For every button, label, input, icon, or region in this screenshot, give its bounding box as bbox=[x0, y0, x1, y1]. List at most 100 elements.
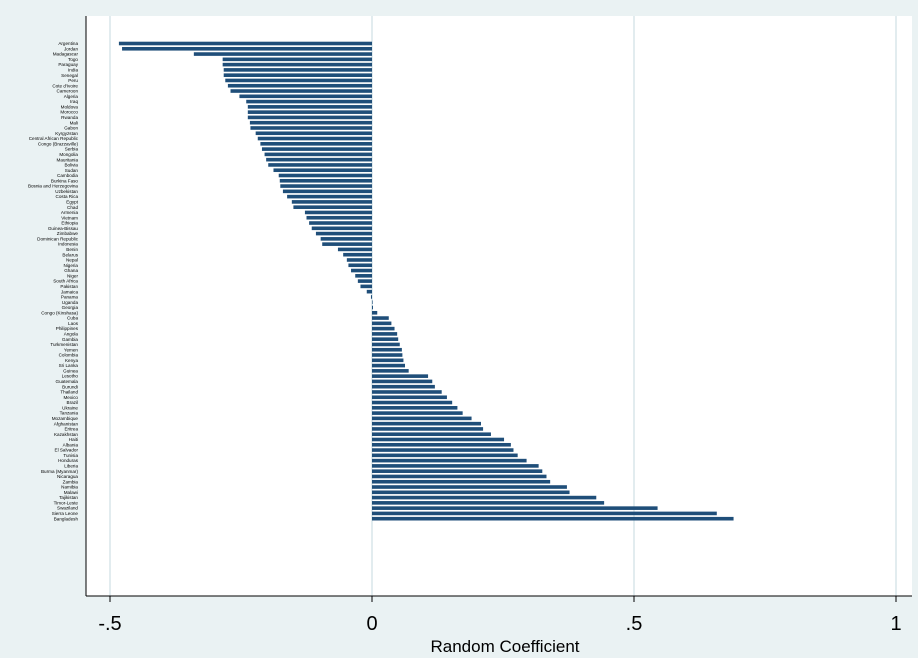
bar bbox=[246, 99, 372, 104]
category-label: Morocco bbox=[60, 110, 78, 115]
bar bbox=[266, 157, 372, 162]
category-label: Peru bbox=[68, 78, 78, 83]
category-label: Sierra Leone bbox=[52, 511, 79, 516]
category-label: Gabon bbox=[64, 126, 78, 131]
bar bbox=[261, 147, 372, 151]
bar bbox=[360, 284, 372, 289]
x-tick-label: -.5 bbox=[98, 613, 121, 635]
bar bbox=[372, 421, 481, 426]
bar bbox=[372, 400, 453, 405]
category-label: Tunisia bbox=[63, 453, 78, 458]
bar bbox=[372, 326, 395, 331]
bar bbox=[287, 194, 372, 199]
bar bbox=[337, 247, 372, 252]
bar bbox=[372, 395, 447, 400]
bar bbox=[348, 263, 372, 268]
bar bbox=[372, 479, 551, 484]
bar bbox=[372, 474, 547, 479]
category-label: Central African Republic bbox=[29, 136, 79, 141]
bar bbox=[309, 221, 372, 225]
bar bbox=[372, 458, 527, 463]
bar bbox=[372, 305, 373, 310]
category-label: Lesotho bbox=[62, 374, 79, 379]
category-label: Jordan bbox=[64, 46, 78, 51]
category-label: Ethiopia bbox=[61, 221, 78, 226]
bar bbox=[225, 78, 372, 83]
bar bbox=[291, 200, 372, 204]
bar bbox=[372, 353, 403, 357]
bar bbox=[223, 68, 372, 72]
bar bbox=[260, 142, 372, 146]
category-label: Togo bbox=[68, 57, 78, 62]
category-label: Kyrgyzstan bbox=[55, 131, 78, 136]
category-label: Sudan bbox=[65, 168, 79, 173]
x-tick-label: 0 bbox=[366, 613, 377, 635]
bar bbox=[351, 268, 372, 273]
bar bbox=[372, 358, 404, 363]
category-label: Timor-Leste bbox=[54, 500, 79, 505]
bar bbox=[372, 516, 734, 521]
bar bbox=[320, 237, 372, 241]
category-label: Nigeria bbox=[63, 263, 78, 268]
category-label: Liberia bbox=[64, 464, 78, 469]
category-label: Cote d'Ivoire bbox=[52, 83, 78, 88]
bar bbox=[372, 342, 400, 347]
bar bbox=[355, 274, 372, 278]
category-label: Tanzania bbox=[60, 411, 79, 416]
bar bbox=[282, 189, 372, 194]
category-label: Gambia bbox=[62, 337, 79, 342]
bar bbox=[372, 300, 373, 305]
bar bbox=[257, 136, 372, 141]
category-label: Argentina bbox=[58, 41, 78, 46]
category-label: Mozambique bbox=[52, 416, 79, 421]
category-label: Mongolia bbox=[59, 152, 78, 157]
category-label: Mauritania bbox=[57, 157, 79, 162]
category-label: Honduras bbox=[58, 458, 79, 463]
category-label: Haiti bbox=[69, 437, 78, 442]
bar bbox=[249, 120, 372, 125]
category-label: Burma (Myanmar) bbox=[41, 469, 78, 474]
bar bbox=[311, 226, 372, 231]
category-label: Belarus bbox=[62, 252, 78, 257]
category-label: Serbia bbox=[65, 147, 79, 152]
category-label: Eritrea bbox=[64, 427, 78, 432]
category-label: Armenia bbox=[61, 210, 79, 215]
category-label: Congo (Brazzaville) bbox=[38, 141, 79, 146]
bar bbox=[268, 163, 372, 167]
category-label: Kazakhstan bbox=[54, 432, 78, 437]
category-label: Guatemala bbox=[56, 379, 79, 384]
category-label: Guinea-Bissau bbox=[48, 226, 79, 231]
category-label: Mexico bbox=[63, 395, 78, 400]
bar bbox=[122, 46, 372, 51]
category-label: Thailand bbox=[60, 390, 78, 395]
category-label: El Salvador bbox=[55, 448, 79, 453]
category-label: South Africa bbox=[53, 279, 78, 284]
category-label: Colombia bbox=[59, 353, 79, 358]
bar bbox=[293, 205, 372, 209]
category-label: Tajikistan bbox=[59, 495, 78, 500]
category-label: Zambia bbox=[63, 479, 79, 484]
bar bbox=[227, 83, 372, 88]
x-tick-label: 1 bbox=[890, 613, 901, 635]
category-label: Indonesia bbox=[58, 242, 78, 247]
bar bbox=[247, 115, 372, 120]
bar bbox=[372, 427, 484, 431]
bar bbox=[372, 511, 717, 516]
bar bbox=[304, 210, 372, 215]
bar bbox=[372, 448, 514, 452]
bar bbox=[306, 215, 372, 220]
category-label: Malawi bbox=[64, 490, 78, 495]
category-label: Costa Rica bbox=[56, 194, 79, 199]
category-labels: ArgentinaJordanMadagascarTogoParaguayInd… bbox=[28, 41, 79, 521]
bar bbox=[223, 73, 372, 77]
bar bbox=[372, 337, 399, 341]
bar bbox=[273, 168, 372, 173]
bar bbox=[366, 289, 372, 294]
bar bbox=[357, 279, 372, 283]
bar bbox=[346, 258, 372, 262]
bar bbox=[372, 416, 472, 421]
category-label: Chad bbox=[67, 205, 78, 210]
category-label: Algeria bbox=[64, 94, 79, 99]
bar bbox=[372, 437, 505, 442]
